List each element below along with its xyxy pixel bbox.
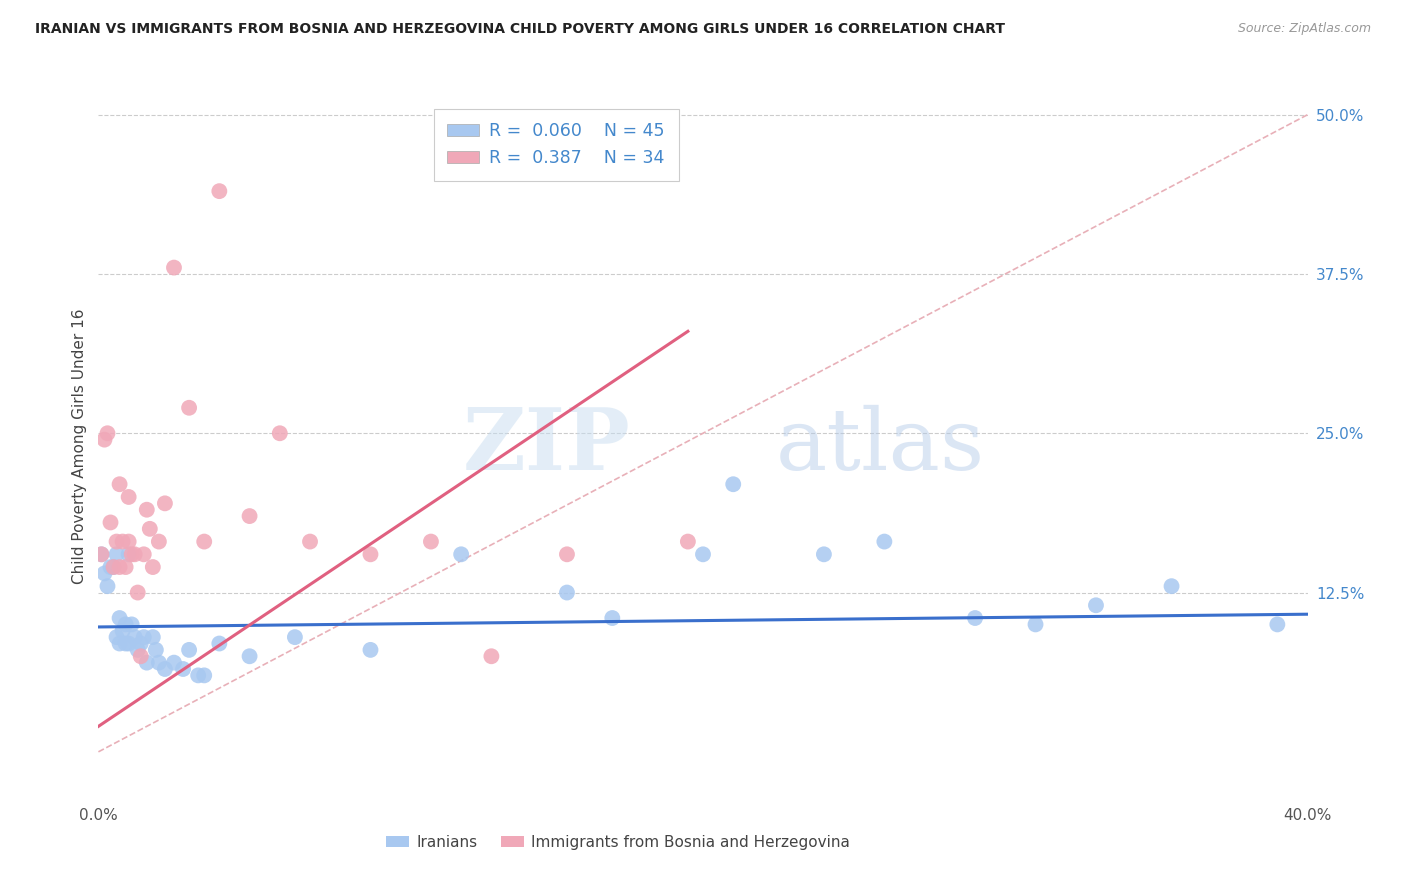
Point bbox=[124, 630, 146, 644]
Point bbox=[118, 534, 141, 549]
Point bbox=[96, 579, 118, 593]
Point bbox=[103, 560, 125, 574]
Point bbox=[813, 547, 835, 561]
Point bbox=[360, 643, 382, 657]
Point bbox=[239, 509, 262, 524]
Point bbox=[172, 662, 194, 676]
Point bbox=[100, 560, 122, 574]
Point bbox=[118, 636, 141, 650]
Point bbox=[121, 547, 143, 561]
Point bbox=[420, 534, 443, 549]
Point bbox=[105, 534, 128, 549]
Point bbox=[105, 547, 128, 561]
Point bbox=[142, 630, 165, 644]
Point bbox=[208, 184, 231, 198]
Point bbox=[148, 656, 170, 670]
Point bbox=[1267, 617, 1289, 632]
Point bbox=[93, 566, 115, 581]
Point bbox=[284, 630, 307, 644]
Point bbox=[127, 643, 149, 657]
Point bbox=[132, 630, 155, 644]
Point bbox=[135, 502, 157, 516]
Point bbox=[111, 624, 134, 638]
Point bbox=[299, 534, 322, 549]
Point bbox=[723, 477, 745, 491]
Point bbox=[114, 636, 136, 650]
Point bbox=[114, 560, 136, 574]
Point bbox=[602, 611, 624, 625]
Point bbox=[105, 630, 128, 644]
Point bbox=[692, 547, 714, 561]
Point bbox=[90, 547, 112, 561]
Point bbox=[118, 547, 141, 561]
Point bbox=[108, 560, 131, 574]
Point bbox=[179, 401, 201, 415]
Point bbox=[90, 547, 112, 561]
Point bbox=[153, 496, 176, 510]
Point bbox=[132, 547, 155, 561]
Point bbox=[163, 260, 186, 275]
Point bbox=[124, 547, 146, 561]
Point bbox=[187, 668, 209, 682]
Point bbox=[269, 426, 291, 441]
Legend: Iranians, Immigrants from Bosnia and Herzegovina: Iranians, Immigrants from Bosnia and Her… bbox=[380, 829, 856, 855]
Point bbox=[208, 636, 231, 650]
Point bbox=[163, 656, 186, 670]
Y-axis label: Child Poverty Among Girls Under 16: Child Poverty Among Girls Under 16 bbox=[72, 309, 87, 583]
Point bbox=[111, 534, 134, 549]
Point bbox=[450, 547, 472, 561]
Point bbox=[148, 534, 170, 549]
Point bbox=[129, 649, 152, 664]
Point bbox=[135, 656, 157, 670]
Point bbox=[555, 547, 578, 561]
Point bbox=[121, 617, 143, 632]
Point bbox=[239, 649, 262, 664]
Point bbox=[100, 516, 122, 530]
Point bbox=[118, 490, 141, 504]
Point bbox=[193, 534, 215, 549]
Point bbox=[193, 668, 215, 682]
Point bbox=[1160, 579, 1182, 593]
Point bbox=[360, 547, 382, 561]
Point bbox=[108, 611, 131, 625]
Point bbox=[93, 433, 115, 447]
Point bbox=[873, 534, 896, 549]
Point bbox=[129, 636, 152, 650]
Point bbox=[96, 426, 118, 441]
Text: atlas: atlas bbox=[776, 404, 984, 488]
Text: ZIP: ZIP bbox=[463, 404, 630, 488]
Point bbox=[179, 643, 201, 657]
Point bbox=[153, 662, 176, 676]
Point bbox=[555, 585, 578, 599]
Text: IRANIAN VS IMMIGRANTS FROM BOSNIA AND HERZEGOVINA CHILD POVERTY AMONG GIRLS UNDE: IRANIAN VS IMMIGRANTS FROM BOSNIA AND HE… bbox=[35, 22, 1005, 37]
Text: Source: ZipAtlas.com: Source: ZipAtlas.com bbox=[1237, 22, 1371, 36]
Point bbox=[142, 560, 165, 574]
Point bbox=[103, 560, 125, 574]
Point bbox=[114, 617, 136, 632]
Point bbox=[145, 643, 167, 657]
Point bbox=[1024, 617, 1046, 632]
Point bbox=[139, 522, 162, 536]
Point bbox=[108, 636, 131, 650]
Point bbox=[481, 649, 503, 664]
Point bbox=[1085, 599, 1108, 613]
Point bbox=[676, 534, 699, 549]
Point bbox=[127, 585, 149, 599]
Point bbox=[965, 611, 987, 625]
Point bbox=[108, 477, 131, 491]
